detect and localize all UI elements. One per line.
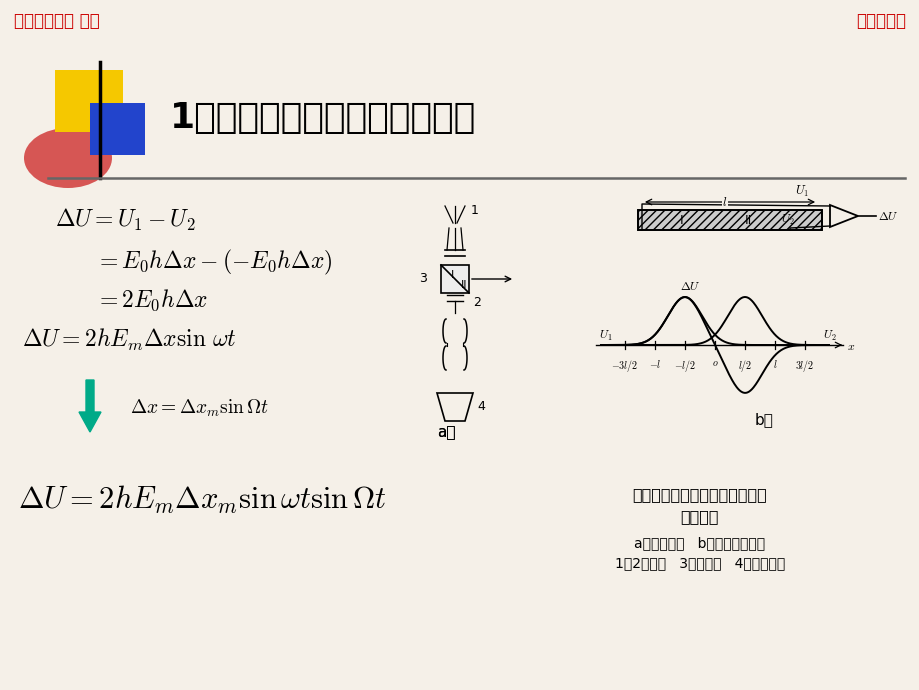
Text: $\Delta U = U_1 - U_2$: $\Delta U = U_1 - U_2$: [55, 207, 196, 233]
Text: $x$: $x$: [846, 339, 855, 353]
Ellipse shape: [24, 128, 112, 188]
Text: 双通道差分调制式狭缝象分析器: 双通道差分调制式狭缝象分析器: [632, 488, 766, 502]
Text: $3l/2$: $3l/2$: [794, 358, 814, 374]
Text: 1．双通道差分调制式像分析器: 1．双通道差分调制式像分析器: [170, 101, 476, 135]
Text: $o$: $o$: [711, 358, 718, 368]
Text: 工作原理: 工作原理: [680, 509, 719, 524]
Text: $l$: $l$: [772, 358, 777, 370]
Text: $= 2E_0 h\Delta x$: $= 2E_0 h\Delta x$: [95, 287, 208, 313]
Text: $= E_0 h\Delta x - (-E_0 h\Delta x)$: $= E_0 h\Delta x - (-E_0 h\Delta x)$: [95, 248, 332, 277]
Text: 3: 3: [419, 273, 426, 286]
Text: 1、2一狭缝   3一分束镜   4一被测线纹: 1、2一狭缝 3一分束镜 4一被测线纹: [614, 556, 784, 570]
Text: $\Delta x = \Delta x_m \sin\Omega t$: $\Delta x = \Delta x_m \sin\Omega t$: [130, 397, 268, 419]
Text: $\Delta U$: $\Delta U$: [679, 280, 700, 293]
Text: $\Delta U = 2hE_m\Delta x_m \sin\omega t\sin\Omega t$: $\Delta U = 2hE_m\Delta x_m \sin\omega t…: [18, 484, 386, 516]
Text: $U_1$: $U_1$: [598, 329, 612, 343]
Text: a）: a）: [437, 426, 455, 440]
Text: b）: b）: [754, 413, 773, 428]
Text: $l$: $l$: [721, 195, 727, 208]
Bar: [55, 70, 123, 132]
Text: $l/2$: $l/2$: [737, 358, 752, 374]
Text: $-l/2$: $-l/2$: [673, 358, 696, 374]
Text: $-3l/2$: $-3l/2$: [611, 358, 638, 374]
Text: 2: 2: [472, 297, 481, 310]
Text: I: I: [450, 270, 454, 280]
Text: $U_1$: $U_1$: [794, 184, 808, 199]
Text: 非相干检测: 非相干检测: [855, 12, 905, 30]
Bar: [440, 265, 469, 293]
Text: a）光路原理   b）差分定位特性: a）光路原理 b）差分定位特性: [634, 536, 765, 550]
Text: a）: a）: [437, 426, 455, 440]
Text: II: II: [460, 280, 467, 290]
Text: II: II: [743, 213, 751, 226]
Bar: [637, 210, 821, 230]
Text: $-l$: $-l$: [648, 358, 661, 370]
Text: 4: 4: [476, 400, 484, 413]
Text: $U_2$: $U_2$: [780, 213, 794, 227]
Text: I: I: [679, 213, 683, 226]
Bar: [90, 103, 145, 155]
FancyArrow shape: [79, 380, 101, 432]
Text: $\Delta U = 2hE_m \Delta x \sin\,\omega t$: $\Delta U = 2hE_m \Delta x \sin\,\omega …: [22, 327, 236, 353]
Text: $U_2$: $U_2$: [822, 329, 835, 343]
Bar: [637, 210, 821, 230]
Text: $\Delta U$: $\Delta U$: [877, 210, 898, 222]
Text: 南京理工大学 何勇: 南京理工大学 何勇: [14, 12, 99, 30]
Text: 1: 1: [471, 204, 479, 217]
